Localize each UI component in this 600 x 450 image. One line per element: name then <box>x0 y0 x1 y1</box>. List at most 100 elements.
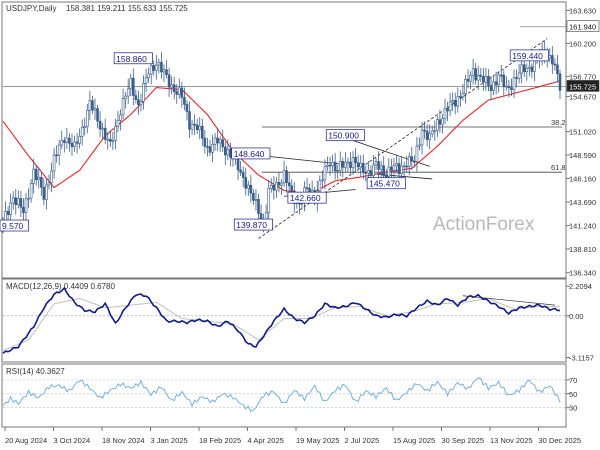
candle-body <box>19 198 23 208</box>
candle-body <box>119 114 122 121</box>
candle-body <box>482 76 485 83</box>
candle-body <box>11 197 15 204</box>
candle-body <box>86 110 89 127</box>
candle-body <box>45 184 48 200</box>
candle-body <box>410 156 414 162</box>
candle-body <box>195 124 199 131</box>
candle-body <box>415 145 419 162</box>
candle-body <box>50 170 53 184</box>
candle-body <box>6 211 10 215</box>
price-label-box <box>325 129 365 142</box>
candle-body <box>438 119 442 125</box>
candle-body <box>356 162 360 168</box>
candle-body <box>517 72 521 79</box>
candle-body <box>157 61 161 66</box>
candle-body <box>70 143 74 148</box>
candle-body <box>149 65 153 75</box>
candle-body <box>407 156 411 167</box>
x-tick-label: 20 Aug 2024 <box>5 436 47 445</box>
candle-body <box>308 188 311 193</box>
candle-body <box>147 73 150 78</box>
candle-body <box>229 148 232 158</box>
candle-body <box>241 171 245 178</box>
price-label: 142.660 <box>290 193 321 203</box>
candle-body <box>254 199 258 201</box>
macd-trendline <box>462 295 555 306</box>
rsi-panel-frame <box>1 363 567 428</box>
candle-body <box>461 93 465 98</box>
macd-title: MACD(12,26,9) 0.4409 0.6780 <box>6 282 116 291</box>
candle-body <box>285 170 288 183</box>
rsi-tick-label: 30 <box>569 404 577 413</box>
price-tick-label: 154.670 <box>569 93 596 102</box>
candle-body <box>374 161 378 166</box>
x-tick-label: 18 Nov 2024 <box>102 436 145 445</box>
rsi-line <box>2 377 561 413</box>
candle-body <box>183 97 186 105</box>
candle-body <box>441 118 444 125</box>
candle-body <box>177 87 181 95</box>
price-label-box <box>0 219 29 232</box>
x-tick-label: 30 Sep 2025 <box>442 436 485 445</box>
candle-body <box>126 88 130 97</box>
candle-body <box>522 64 526 73</box>
x-tick-label: 3 Oct 2024 <box>54 436 91 445</box>
candle-body <box>361 162 365 173</box>
candle-body <box>75 141 79 144</box>
candle-body <box>98 120 102 130</box>
candle-body <box>152 65 156 71</box>
macd-signal-line <box>2 297 560 352</box>
candle-body <box>484 75 488 83</box>
candle-body <box>341 161 345 168</box>
candle-body <box>451 100 454 103</box>
candle-body <box>68 137 71 144</box>
candle-body <box>499 74 503 77</box>
candle-body <box>165 69 168 75</box>
rsi-tick-label: 50 <box>569 390 577 399</box>
candle-body <box>40 177 43 188</box>
candle-body <box>24 198 28 213</box>
candle-body <box>4 211 7 221</box>
trendline <box>258 38 548 239</box>
candle-body <box>456 96 460 107</box>
candle-body <box>351 157 355 169</box>
price-tick-label: 160.200 <box>569 39 596 48</box>
price-annotations: 9.570 158.860 148.640 139.870 150.900 142.660… <box>0 49 549 232</box>
candle-body <box>188 111 191 130</box>
macd-tick-label: 2.2094 <box>569 282 592 291</box>
candle-body <box>103 127 107 140</box>
price-label: 139.870 <box>236 220 267 230</box>
candle-body <box>272 185 276 191</box>
x-tick-label: 2 Jul 2025 <box>345 436 380 445</box>
candle-body <box>548 55 552 59</box>
price-label-box <box>287 191 327 204</box>
candle-body <box>96 108 99 122</box>
candle-body <box>142 82 145 102</box>
candle-body <box>216 137 219 144</box>
candle-body <box>160 61 163 73</box>
candle-body <box>17 198 20 206</box>
candle-body <box>492 81 495 91</box>
candle-body <box>507 85 511 88</box>
candle-body <box>443 107 447 120</box>
candle-body <box>326 164 329 167</box>
candle-body <box>474 68 477 81</box>
price-label-box <box>509 49 549 62</box>
price-level-box <box>566 20 600 32</box>
candle-body <box>328 164 332 167</box>
candle-body <box>466 78 470 82</box>
candle-body <box>430 130 434 135</box>
candle-body <box>47 182 51 186</box>
trendline <box>376 173 433 180</box>
candle-body <box>318 180 322 192</box>
x-tick-label: 15 Aug 2025 <box>393 436 435 445</box>
price-label: 145.470 <box>369 179 400 189</box>
candle-body <box>129 77 133 90</box>
price-label-box <box>366 177 406 190</box>
candle-body <box>551 55 554 65</box>
candle-body <box>487 75 490 86</box>
candle-body <box>287 182 291 187</box>
candle-body <box>384 175 388 178</box>
candle-body <box>502 74 506 88</box>
candle-body <box>476 74 480 81</box>
